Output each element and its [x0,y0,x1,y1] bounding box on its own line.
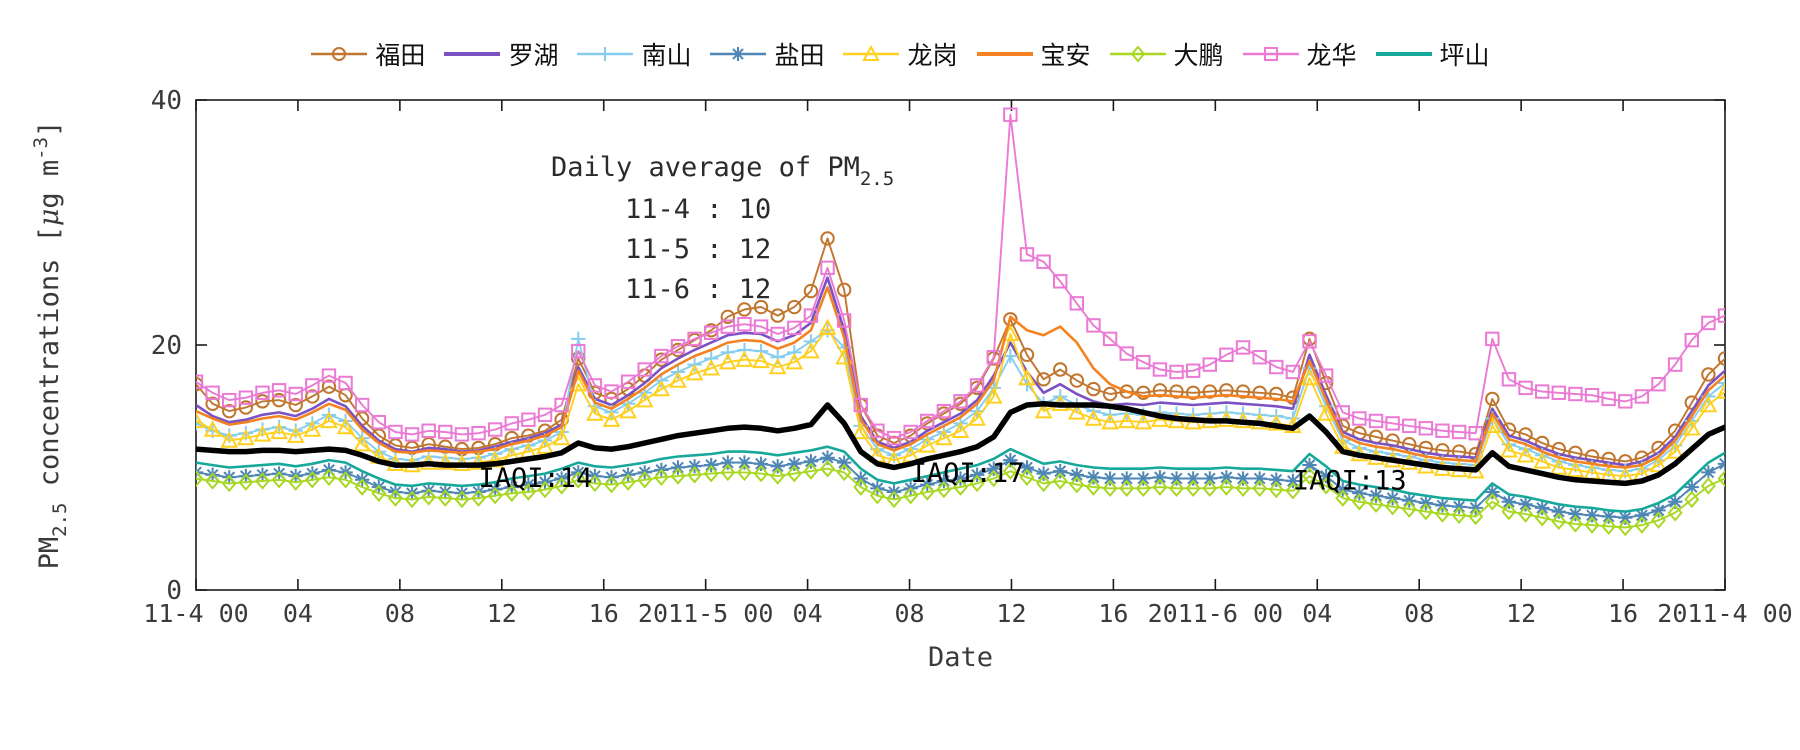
legend-swatch-6 [976,44,1034,64]
legend-label-7: 大鹏 [1173,41,1224,70]
series-layer [196,107,1725,537]
legend-item-4[interactable]: 盐田 [709,36,824,72]
legend-item-9[interactable]: 坪山 [1375,36,1490,72]
legend-label-5: 龙岗 [907,41,958,70]
x-tick-label: 16 [1608,599,1638,628]
series-markers-8 [196,107,1725,446]
y-tick-label: 40 [151,86,182,116]
series-6 [196,286,1725,469]
legend-item-2[interactable]: 罗湖 [443,36,558,72]
legend-label-6: 宝安 [1040,41,1091,70]
series-7 [196,459,1725,537]
y-axis: 0 20 40 [151,86,1725,606]
legend-item-7[interactable]: 大鹏 [1109,36,1224,72]
series-10 [196,401,1725,487]
legend-label-9: 坪山 [1439,41,1490,70]
legend-item-8[interactable]: 龙华 [1242,36,1357,72]
x-tick-label: 11-4 00 [143,599,248,628]
legend-swatch-5 [842,44,900,64]
legend: 福田 罗湖 南山 盐田 龙岗 宝安 大鹏 龙华 坪山 [0,36,1800,72]
legend-swatch-4 [709,44,767,64]
x-tick-label: 04 [1302,599,1332,628]
iaqi-label: IAQI:13 [1293,466,1407,497]
x-axis: 11-4 00 04 08 12 16 2011-5 00 04 08 12 16 2011-6 0… [143,100,1793,628]
legend-label-4: 盐田 [774,41,825,70]
legend-swatch-2 [443,44,501,64]
x-tick-label: 2011-6 00 [1148,599,1283,628]
x-tick-label: 08 [894,599,924,628]
x-tick-label: 16 [589,599,619,628]
iaqi-labels: IAQI:14 IAQI:17 IAQI:13 [479,458,1407,496]
x-tick-label: 08 [1404,599,1434,628]
y-tick-label: 0 [166,576,182,606]
legend-swatch-9 [1375,44,1433,64]
legend-swatch-7 [1109,44,1167,64]
legend-item-3[interactable]: 南山 [576,36,691,72]
annotation-title: Daily average of PM2.5 [551,152,894,190]
x-tick-label: 12 [487,599,517,628]
legend-label-8: 龙华 [1306,41,1357,70]
legend-swatch-3 [576,44,634,64]
x-tick-label: 04 [283,599,313,628]
x-tick-label: 08 [385,599,415,628]
annotation-line: 11-4 : 10 [625,194,771,225]
series-9 [196,445,1725,513]
legend-label-3: 南山 [641,41,692,70]
legend-label-2: 罗湖 [508,41,559,70]
series-8 [196,107,1725,446]
x-tick-label: 12 [1506,599,1536,628]
annotation-line: 11-5 : 12 [625,234,771,265]
legend-swatch-1 [310,44,368,64]
x-tick-label: 12 [996,599,1026,628]
daily-average-annotation: Daily average of PM2.5 11-4 : 10 11-5 : 12… [551,152,894,305]
annotation-line: 11-6 : 12 [625,274,771,305]
svg-text:PM2.5 concentrations [μg m-3]: PM2.5 concentrations [μg m-3] [30,121,71,570]
legend-label-1: 福田 [375,41,426,70]
x-tick-label: 16 [1098,599,1128,628]
legend-items: 福田 罗湖 南山 盐田 龙岗 宝安 大鹏 龙华 坪山 [301,36,1498,72]
y-tick-label: 20 [151,331,182,361]
legend-item-5[interactable]: 龙岗 [842,36,958,72]
iaqi-label: IAQI:14 [479,463,593,494]
legend-item-6[interactable]: 宝安 [976,36,1091,72]
series-2 [196,276,1725,467]
iaqi-label: IAQI:17 [911,458,1025,489]
y-axis-title: PM2.5 concentrations [μg m-3] [30,121,71,570]
series-markers-7 [196,459,1725,537]
x-tick-label: 2011-4 00 [1657,599,1792,628]
legend-item-1[interactable]: 福田 [310,36,425,72]
x-axis-title: Date [928,642,993,673]
x-tick-label: 04 [793,599,823,628]
x-tick-label: 2011-5 00 [638,599,773,628]
legend-swatch-8 [1242,44,1300,64]
